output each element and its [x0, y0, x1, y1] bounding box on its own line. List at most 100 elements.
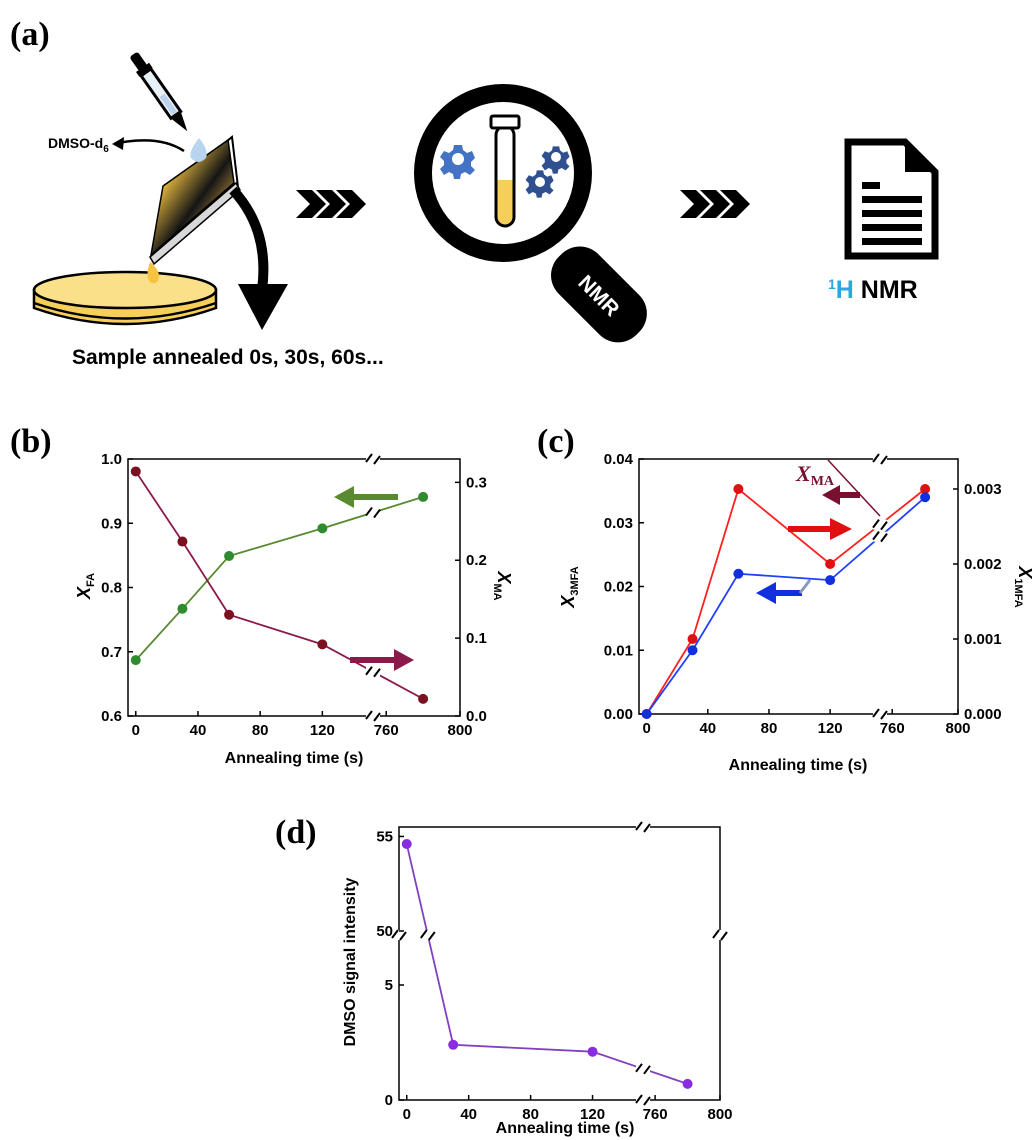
y-break-left-d-slash-1: [391, 929, 399, 939]
y-tick-label-d-3: 55: [376, 828, 393, 845]
chevron-arrows-icon: [296, 190, 366, 218]
series-break-x-d-slash-2: [643, 1065, 651, 1075]
chevron-arrows-icon-2: [680, 190, 750, 218]
data-point-d-0: [401, 839, 412, 850]
data-point-b-0-2: [224, 551, 235, 562]
x-break-bottom-d-gap: [636, 1095, 650, 1105]
x-tick-label-d-2: 80: [522, 1106, 539, 1123]
y-break-right-d-slash-1: [712, 929, 720, 939]
data-point-b-0-3: [317, 523, 328, 534]
y-tick-label-right-b-0: 0.0: [466, 708, 487, 725]
x-tick-label-b-3: 120: [310, 722, 335, 739]
data-point-c-0-3: [825, 559, 836, 569]
y-tick-label-left-b-2: 0.8: [101, 580, 122, 597]
series-break-c-1-slash-1: [872, 531, 880, 541]
x-tick-label-d-4: 760: [643, 1106, 668, 1123]
xma-leader-line: [827, 459, 881, 517]
y-break-right-d-gap: [713, 930, 727, 940]
data-point-d-2: [587, 1046, 598, 1057]
series-break-y-d-slash-2: [427, 931, 436, 941]
x-tick-label-d-1: 40: [460, 1106, 477, 1123]
result-label: 1H NMR: [828, 276, 918, 304]
panel-label-d: (d): [275, 814, 317, 851]
series-break-b-1-slash-2: [373, 668, 381, 678]
y-tick-label-left-b-3: 0.9: [101, 515, 122, 532]
series-break-c-1-slash-2: [880, 533, 888, 543]
magnifier-icon: NMR: [414, 84, 647, 343]
data-point-c-1-4: [920, 492, 931, 503]
x-break-top-d-gap: [636, 822, 650, 832]
petri-dish-icon: [32, 270, 218, 326]
y-tick-label-d-0: 0: [385, 1092, 393, 1109]
y-tick-label-right-b-3: 0.3: [466, 474, 487, 491]
series-line-d: [405, 843, 688, 1085]
x-break-bottom-b-gap: [366, 711, 380, 721]
data-point-c-0-4: [920, 484, 931, 494]
y-break-left-d-gap: [392, 930, 406, 940]
series-line-b-0: [135, 496, 424, 661]
arrow-left-axis-b: [334, 486, 398, 508]
y-tick-label-right-b-2: 0.2: [466, 552, 487, 569]
data-point-c-0-2: [733, 484, 744, 494]
series-break-b-0-slash-2: [373, 508, 381, 519]
arrow-blue-c: [756, 579, 812, 604]
y-break-left-d-slash-2: [399, 931, 407, 941]
data-point-b-0-4: [418, 491, 429, 502]
x-tick-label-b-0: 0: [132, 722, 140, 739]
series-break-b-1-slash-1: [365, 666, 373, 676]
x-break-bottom-d-slash-1: [635, 1094, 643, 1104]
document-icon: [844, 138, 939, 260]
arrow-xma-c: [822, 485, 860, 505]
ticks-b: 0 40 80 120 760 800 0.6 0.7 0.8 0.9 1.0 0.0 0.1 0.2 0.…: [101, 451, 487, 739]
substrate-icon: [149, 135, 241, 266]
ticks-c: 0 40 80 120 760 800 0.00 0.01 0.02 0.03 0.04 0.000 0…: [604, 451, 1002, 737]
x-break-top-b-slash-2: [373, 455, 381, 465]
series-break-c-1-gap: [873, 531, 887, 542]
y-tick-label-right-c-1: 0.001: [964, 631, 1002, 648]
panel-c: (c) 0 40 80 120 760 800 0.00 0.01 0.02 0.03 0.04 0.…: [537, 423, 1035, 774]
arrow-red-c: [788, 518, 852, 540]
y-tick-label-d-2: 50: [376, 923, 393, 940]
panel-label-c: (c): [537, 423, 575, 460]
annotation-xma: XMA: [795, 461, 835, 489]
solvent-arrow: [117, 139, 185, 153]
pipette-icon: [130, 52, 188, 132]
data-point-c-1-0: [641, 709, 652, 719]
panel-label-a: (a): [10, 16, 50, 53]
x-axis-label-d: Annealing time (s): [496, 1120, 635, 1137]
x-break-bottom-c-slash-1: [872, 708, 880, 718]
marks-b: [130, 466, 429, 704]
y-tick-label-left-c-4: 0.04: [604, 451, 634, 468]
data-point-d-1: [448, 1039, 459, 1050]
series-line-b-1: [135, 470, 424, 700]
x-tick-label-c-2: 80: [761, 720, 778, 737]
data-point-b-0-0: [130, 655, 141, 666]
x-break-bottom-c-gap: [873, 709, 887, 719]
x-tick-label-b-5: 800: [447, 722, 472, 739]
x-break-bottom-b-slash-2: [373, 712, 381, 722]
y-tick-label-left-c-1: 0.01: [604, 642, 633, 659]
plot-frame-d: [391, 821, 728, 1106]
marks-d: [401, 839, 693, 1089]
data-point-b-0-1: [177, 603, 188, 614]
series-break-y-d-slash-1: [419, 929, 428, 939]
data-point-d-3: [682, 1078, 693, 1089]
plot-frame-c: [638, 453, 959, 720]
curved-arrow-icon: [229, 186, 288, 330]
solvent-label: DMSO-d6: [48, 135, 109, 155]
data-point-b-1-0: [130, 466, 141, 477]
x-break-bottom-c-slash-2: [880, 710, 888, 720]
series-break-x-d-gap: [636, 1063, 650, 1074]
marks-c: [641, 484, 931, 719]
y-tick-label-right-c-0: 0.000: [964, 706, 1002, 723]
y-tick-label-left-c-2: 0.02: [604, 579, 633, 596]
frame-b: [127, 458, 461, 717]
x-tick-label-d-0: 0: [403, 1106, 411, 1123]
x-tick-label-b-4: 760: [374, 722, 399, 739]
frame-d: [398, 826, 721, 1101]
panel-label-b: (b): [10, 423, 52, 460]
y-tick-label-left-b-1: 0.7: [101, 644, 122, 661]
data-point-b-1-4: [418, 693, 429, 704]
y-tick-label-left-c-3: 0.03: [604, 515, 633, 532]
solution-drop-icon: [147, 262, 160, 284]
